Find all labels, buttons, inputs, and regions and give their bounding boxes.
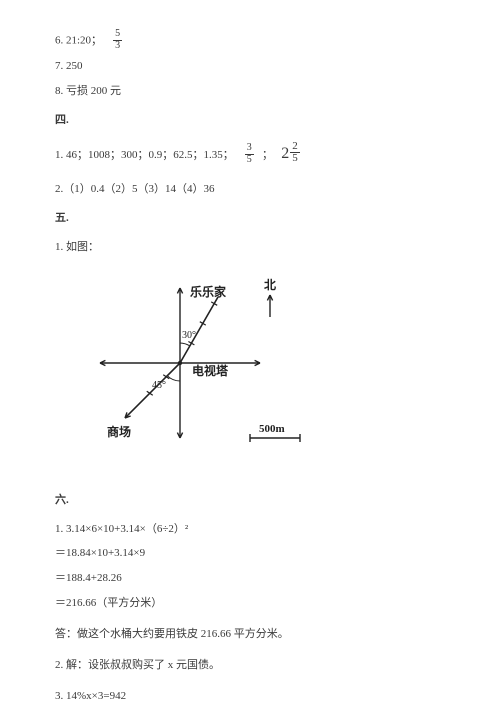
sec6-l3: ＝188.4+28.26 <box>55 568 445 589</box>
svg-text:商场: 商场 <box>107 424 131 439</box>
svg-text:45°: 45° <box>152 380 166 391</box>
section-4-head: 四. <box>55 110 445 131</box>
svg-text:乐乐家: 乐乐家 <box>190 284 227 299</box>
mixed-2-2-5: 2 2 5 <box>281 139 300 169</box>
section-6-head: 六. <box>55 490 445 511</box>
sec6-l6: 2. 解：设张叔叔购买了 x 元国债。 <box>55 655 445 676</box>
sec6-l7: 3. 14%x×3=942 <box>55 686 445 707</box>
frac-5-3: 5 3 <box>113 29 122 51</box>
sep: ； <box>262 149 273 161</box>
sec6-l2: ＝18.84×10+3.14×9 <box>55 543 445 564</box>
direction-diagram: 30° 45° 乐乐家电视塔商场 北 500m <box>85 268 445 476</box>
sec6-l4: ＝216.66（平方分米） <box>55 593 445 614</box>
sec6-l1: 1. 3.14×6×10+3.14×（6÷2）² <box>55 519 445 540</box>
sec4-line1-text: 1. 46；1008；300；0.9；62.5；1.35； <box>55 149 234 161</box>
sec4-line1: 1. 46；1008；300；0.9；62.5；1.35； 3 5 ； 2 2 … <box>55 139 445 169</box>
line-8: 8. 亏损 200 元 <box>55 81 445 102</box>
section-5-head: 五. <box>55 208 445 229</box>
diagram-svg: 30° 45° 乐乐家电视塔商场 北 500m <box>85 268 315 468</box>
line-7: 7. 250 <box>55 56 445 77</box>
line-6: 6. 21:20； 5 3 <box>55 30 445 52</box>
sec4-line2: 2.（1）0.4（2）5（3）14（4）36 <box>55 179 445 200</box>
line-6-text: 6. 21:20； <box>55 35 102 47</box>
sec5-line1: 1. 如图： <box>55 237 445 258</box>
svg-text:北: 北 <box>264 277 276 292</box>
svg-text:500m: 500m <box>259 423 285 435</box>
frac-3-5: 3 5 <box>245 143 254 165</box>
svg-text:30°: 30° <box>182 330 196 341</box>
svg-text:电视塔: 电视塔 <box>192 363 229 378</box>
sec6-l5: 答：做这个水桶大约要用铁皮 216.66 平方分米。 <box>55 624 445 645</box>
